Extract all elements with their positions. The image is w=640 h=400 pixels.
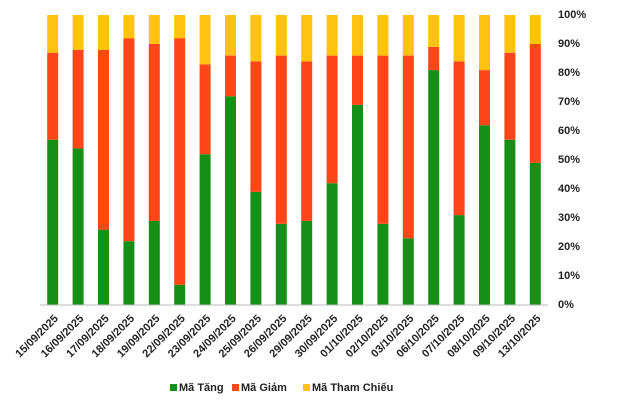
- bar-segment: [453, 61, 465, 216]
- bar-segment: [529, 44, 541, 163]
- bar-segment: [148, 44, 160, 221]
- bar-segment: [72, 15, 84, 50]
- bar-segment: [428, 46, 440, 71]
- bar-segment: [199, 64, 211, 155]
- bar-segment: [479, 125, 490, 305]
- y-tick-label: 80%: [558, 67, 580, 79]
- y-tick-label: 0%: [558, 299, 574, 311]
- legend-label: Mã Tăng: [179, 382, 224, 394]
- bar-segment: [377, 223, 389, 305]
- legend-label: Mã Tham Chiếu: [312, 382, 393, 394]
- bar-segment: [504, 139, 516, 305]
- bar-segment: [199, 15, 211, 65]
- bar-segment: [72, 49, 84, 149]
- bar-segment: [352, 15, 363, 56]
- bar-segment: [148, 220, 160, 305]
- y-tick-label: 10%: [558, 270, 580, 282]
- bar-segment: [504, 52, 516, 140]
- bar-segment: [352, 104, 363, 306]
- bar-segment: [225, 15, 236, 56]
- bar-segment: [148, 15, 160, 44]
- bar-segment: [47, 15, 59, 53]
- bar-segment: [199, 154, 211, 305]
- bar-segment: [225, 96, 236, 305]
- bar-segment: [174, 284, 186, 305]
- bar-segment: [377, 55, 389, 224]
- bar-segment: [326, 15, 338, 56]
- bar-segment: [504, 15, 516, 53]
- bar-segment: [301, 220, 313, 305]
- bar-segment: [301, 61, 313, 221]
- bar-segment: [301, 15, 313, 62]
- bar-segment: [479, 70, 490, 126]
- bar-segment: [47, 139, 59, 305]
- bar-segment: [123, 15, 135, 39]
- bar-segment: [402, 238, 414, 305]
- bar-segment: [529, 15, 541, 44]
- bar-segment: [428, 70, 440, 305]
- bar-segment: [377, 15, 389, 56]
- bar-segment: [402, 55, 414, 239]
- y-tick-label: 50%: [558, 154, 580, 166]
- y-tick-label: 30%: [558, 212, 580, 224]
- bar-segment: [428, 15, 440, 47]
- bar-segment: [250, 191, 262, 305]
- y-tick-label: 20%: [558, 241, 580, 253]
- bar-segment: [453, 215, 465, 305]
- bar-segment: [275, 55, 287, 224]
- bar-segment: [225, 55, 236, 97]
- bar-segment: [250, 15, 262, 62]
- bar-segment: [402, 15, 414, 56]
- legend-swatch: [170, 384, 177, 391]
- y-tick-label: 100%: [558, 9, 586, 21]
- bar-segment: [98, 15, 109, 50]
- bar-segment: [72, 148, 84, 305]
- bar-segment: [479, 15, 490, 71]
- legend-swatch: [232, 384, 239, 391]
- bar-segment: [326, 55, 338, 184]
- bar-segment: [47, 52, 59, 140]
- y-tick-label: 40%: [558, 183, 580, 195]
- bar-segment: [250, 61, 262, 192]
- bar-segment: [453, 15, 465, 62]
- bar-segment: [98, 49, 109, 230]
- bar-segment: [352, 55, 363, 105]
- bar-segment: [275, 15, 287, 56]
- bar-segment: [275, 223, 287, 305]
- bar-segment: [174, 15, 186, 39]
- y-tick-label: 70%: [558, 96, 580, 108]
- y-tick-label: 60%: [558, 125, 580, 137]
- bar-segment: [123, 241, 135, 305]
- bar-segment: [123, 38, 135, 242]
- bar-segment: [174, 38, 186, 285]
- y-tick-label: 90%: [558, 38, 580, 50]
- bar-segment: [326, 183, 338, 305]
- legend-label: Mã Giảm: [241, 382, 287, 394]
- bar-segment: [529, 162, 541, 305]
- legend-swatch: [303, 384, 310, 391]
- bar-segment: [98, 229, 109, 305]
